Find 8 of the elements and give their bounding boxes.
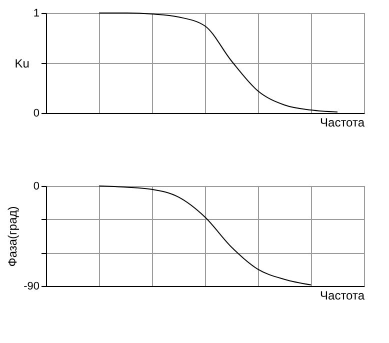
y-axis-title: Фаза(град) — [6, 206, 20, 267]
y-tick-label: -90 — [24, 280, 40, 292]
y-axis-title: Ku — [14, 56, 30, 70]
y-tick-label: 0 — [33, 180, 40, 192]
x-axis-title: Частота — [320, 288, 365, 302]
y-tick-label: 1 — [33, 8, 40, 20]
y-tick-label: 0 — [33, 108, 40, 120]
x-axis-title: Частота — [320, 116, 365, 130]
